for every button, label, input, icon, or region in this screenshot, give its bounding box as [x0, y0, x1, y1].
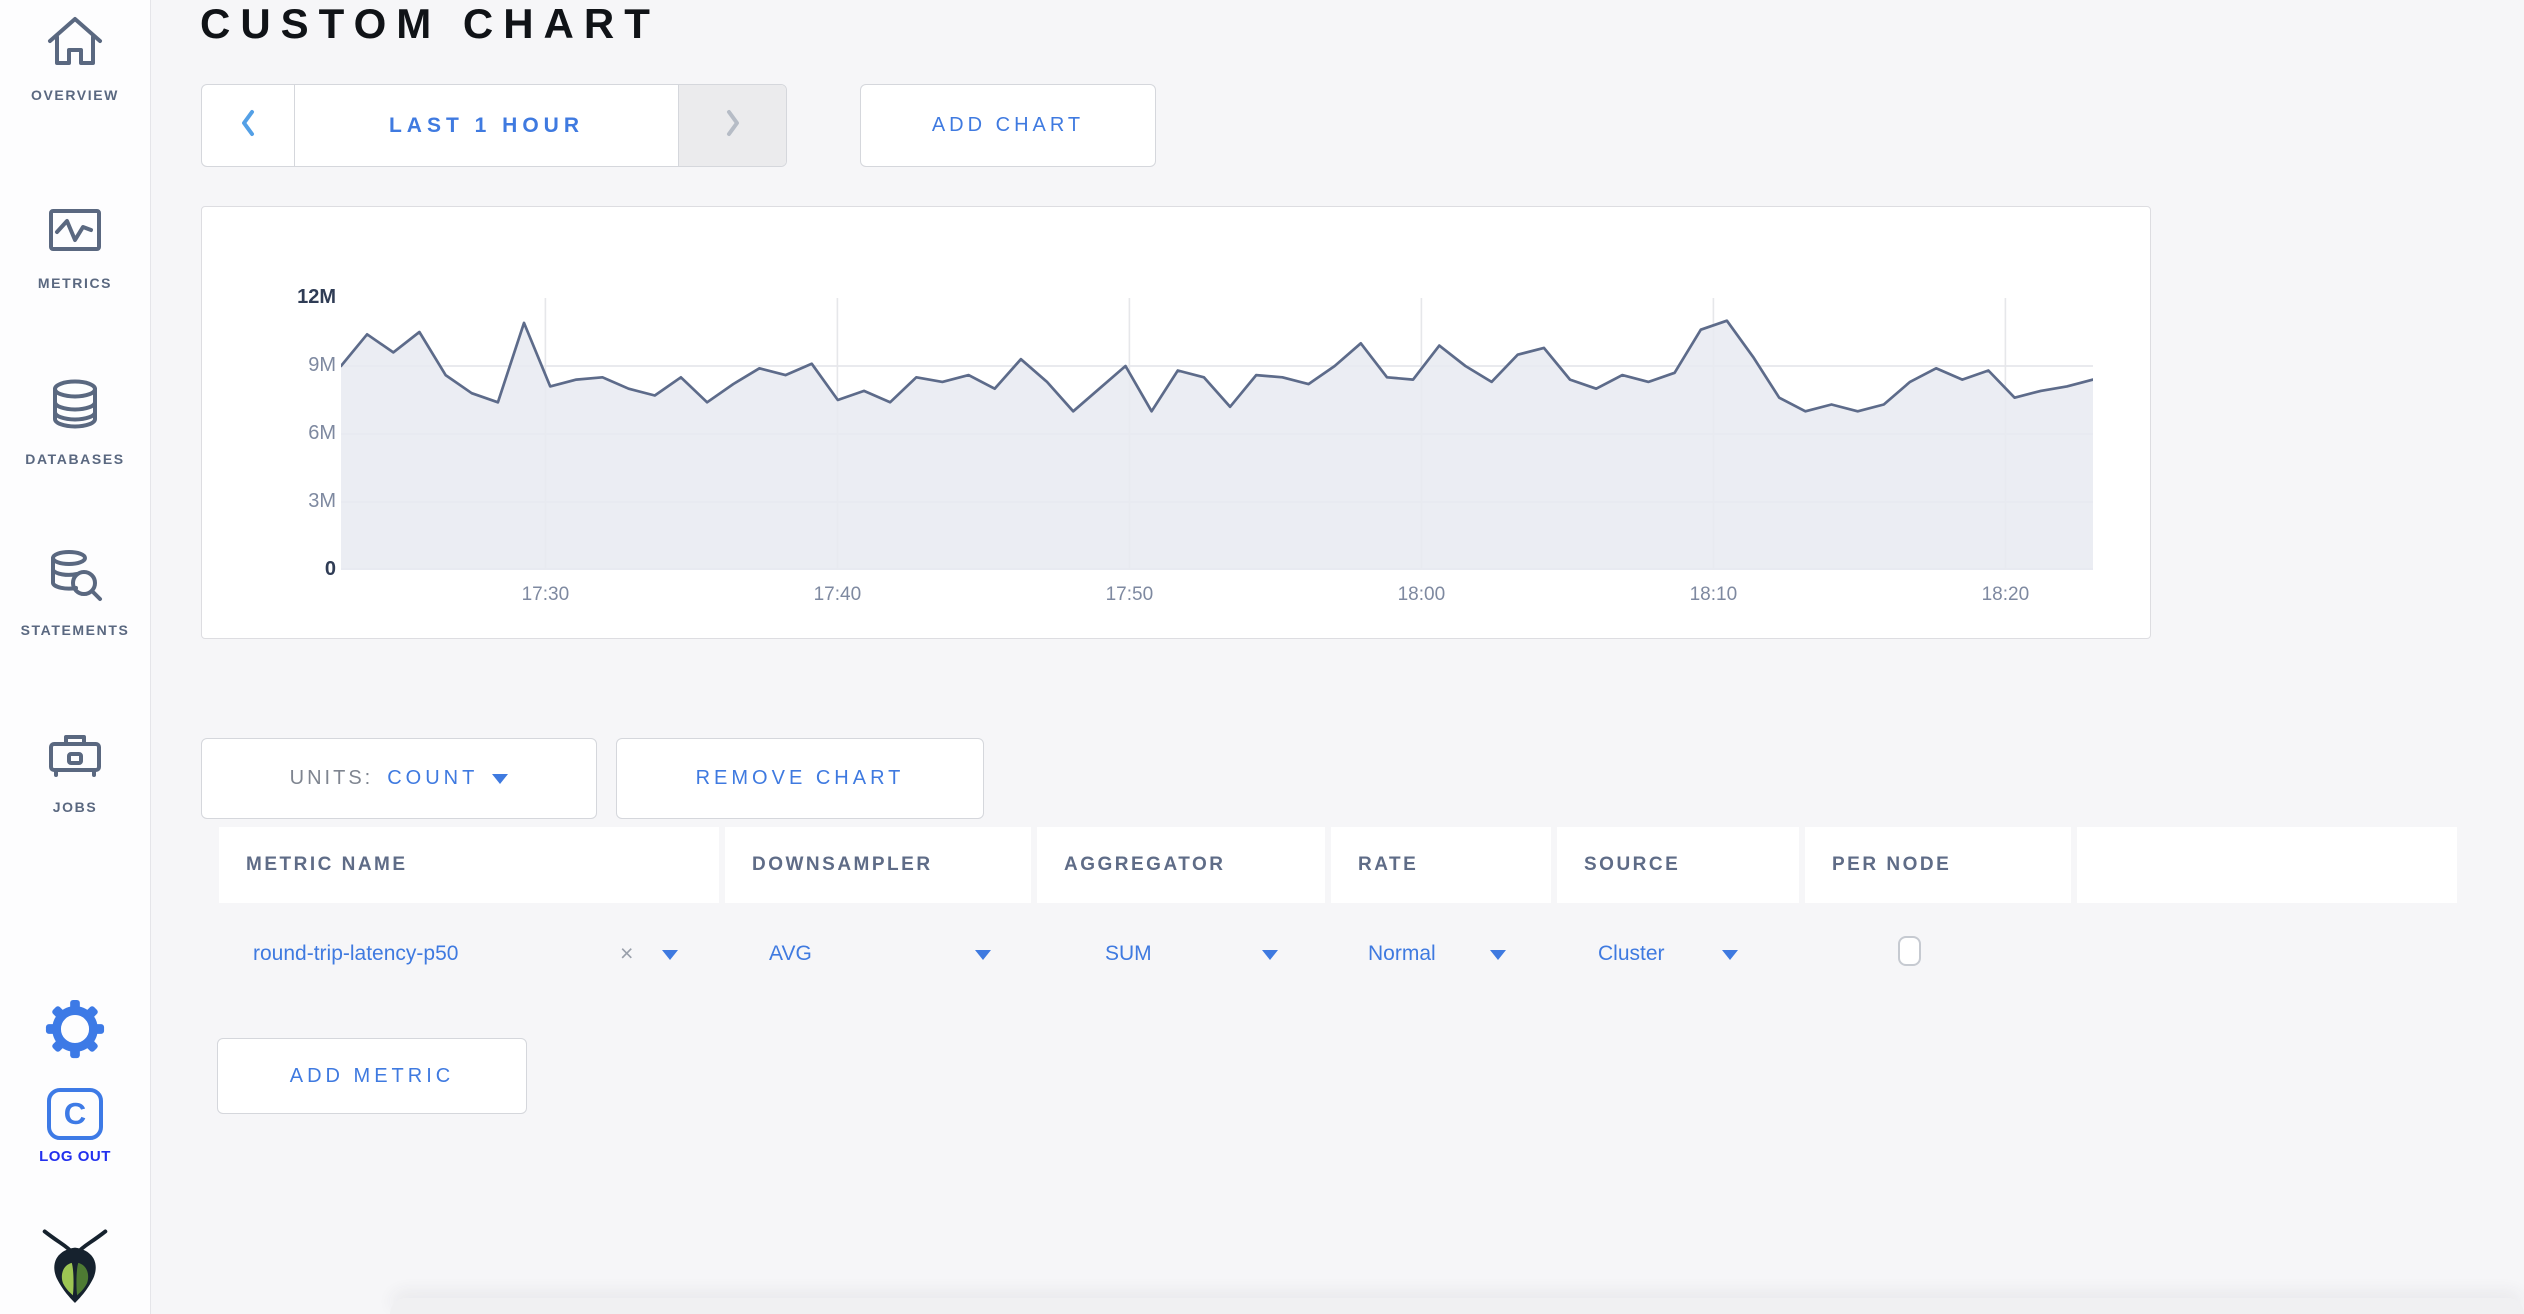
x-axis-tick-label: 17:30 — [521, 584, 570, 605]
gear-icon — [44, 998, 106, 1065]
clear-metric-icon[interactable]: × — [620, 940, 634, 966]
downsampler-dropdown-caret[interactable] — [975, 950, 991, 960]
remove-chart-button[interactable]: REMOVE CHART — [616, 738, 984, 819]
sidebar-item-overview[interactable]: OVERVIEW — [0, 10, 150, 103]
metric-name-dropdown-caret[interactable] — [662, 950, 678, 960]
sidebar-brand-logo — [0, 1226, 150, 1309]
aggregator-dropdown-caret[interactable] — [1262, 950, 1278, 960]
x-axis-tick-label: 18:20 — [1981, 584, 2030, 605]
y-axis-label: 0 — [324, 558, 336, 580]
column-header-rate: RATE — [1331, 827, 1551, 903]
logout-label: LOG OUT — [39, 1148, 111, 1165]
sidebar-item-label: METRICS — [37, 275, 113, 291]
column-header-aggregator: AGGREGATOR — [1037, 827, 1325, 903]
units-value: COUNT — [387, 767, 479, 789]
sidebar-item-label: STATEMENTS — [20, 622, 130, 638]
add-metric-button[interactable]: ADD METRIC — [217, 1038, 527, 1114]
x-axis-tick-label: 18:10 — [1689, 584, 1738, 605]
x-axis-tick-label: 18:00 — [1397, 584, 1446, 605]
chevron-left-icon — [239, 109, 257, 142]
x-axis-tick-label: 17:50 — [1105, 584, 1154, 605]
units-dropdown[interactable]: UNITS: COUNT — [201, 738, 597, 819]
column-header-metric-name: METRIC NAME — [219, 827, 719, 903]
source-value[interactable]: Cluster — [1598, 942, 1665, 965]
y-axis-label: 12M — [297, 286, 336, 308]
x-axis-tick-label: 17:40 — [813, 584, 862, 605]
sidebar-item-databases[interactable]: DATABASES — [0, 374, 150, 467]
sidebar-item-metrics[interactable]: METRICS — [0, 198, 150, 291]
y-axis-label: 3M — [308, 490, 336, 512]
metrics-table-header: METRIC NAME DOWNSAMPLER AGGREGATOR RATE … — [219, 827, 2457, 903]
page-title: CUSTOM CHART — [200, 0, 660, 47]
cockroach-bug-icon — [36, 1226, 114, 1309]
column-header-per-node: PER NODE — [1805, 827, 2071, 903]
database-icon — [43, 374, 107, 443]
table-header-spacer — [2077, 827, 2457, 903]
column-header-downsampler: DOWNSAMPLER — [725, 827, 1031, 903]
rate-dropdown-caret[interactable] — [1490, 950, 1506, 960]
column-header-source: SOURCE — [1557, 827, 1799, 903]
home-icon — [43, 10, 107, 79]
timeseries-chart — [339, 298, 2095, 570]
database-search-icon — [43, 545, 107, 614]
y-axis-label: 9M — [308, 354, 336, 376]
chart-card: 12M 9M 6M 3M 0 17:30 17:40 17:50 18:00 18:10… — [201, 206, 2151, 639]
time-range-value[interactable]: LAST 1 HOUR — [294, 85, 679, 166]
sidebar-item-logout[interactable]: C LOG OUT — [0, 1088, 150, 1165]
units-label: UNITS: — [289, 767, 374, 789]
y-axis-label: 6M — [308, 422, 336, 444]
downsampler-value[interactable]: AVG — [769, 942, 812, 965]
chevron-down-icon — [492, 773, 509, 784]
bottom-sheet-shadow — [390, 1298, 2524, 1314]
briefcase-icon — [43, 722, 107, 791]
sidebar-item-label: OVERVIEW — [30, 87, 119, 103]
add-chart-button[interactable]: ADD CHART — [860, 84, 1156, 167]
aggregator-value[interactable]: SUM — [1105, 942, 1152, 965]
source-dropdown-caret[interactable] — [1722, 950, 1738, 960]
cockroach-c-icon: C — [47, 1088, 103, 1140]
sidebar-item-label: JOBS — [52, 799, 98, 815]
time-range-selector: LAST 1 HOUR — [201, 84, 787, 167]
sidebar: OVERVIEW METRICS DATABASES — [0, 0, 151, 1314]
sidebar-item-statements[interactable]: STATEMENTS — [0, 545, 150, 638]
timeseries-plot-area[interactable] — [339, 298, 2095, 570]
sidebar-item-settings[interactable] — [0, 998, 150, 1065]
rate-value[interactable]: Normal — [1368, 942, 1436, 965]
metric-row: round-trip-latency-p50 × AVG SUM Normal … — [0, 902, 2524, 1002]
metrics-graph-icon — [43, 198, 107, 267]
metric-name-value[interactable]: round-trip-latency-p50 — [253, 942, 459, 965]
sidebar-item-jobs[interactable]: JOBS — [0, 722, 150, 815]
sidebar-item-label: DATABASES — [25, 451, 125, 467]
time-range-next-button[interactable] — [679, 85, 786, 166]
time-range-prev-button[interactable] — [202, 85, 294, 166]
per-node-checkbox[interactable] — [1898, 936, 1921, 966]
chevron-right-icon — [724, 109, 742, 142]
